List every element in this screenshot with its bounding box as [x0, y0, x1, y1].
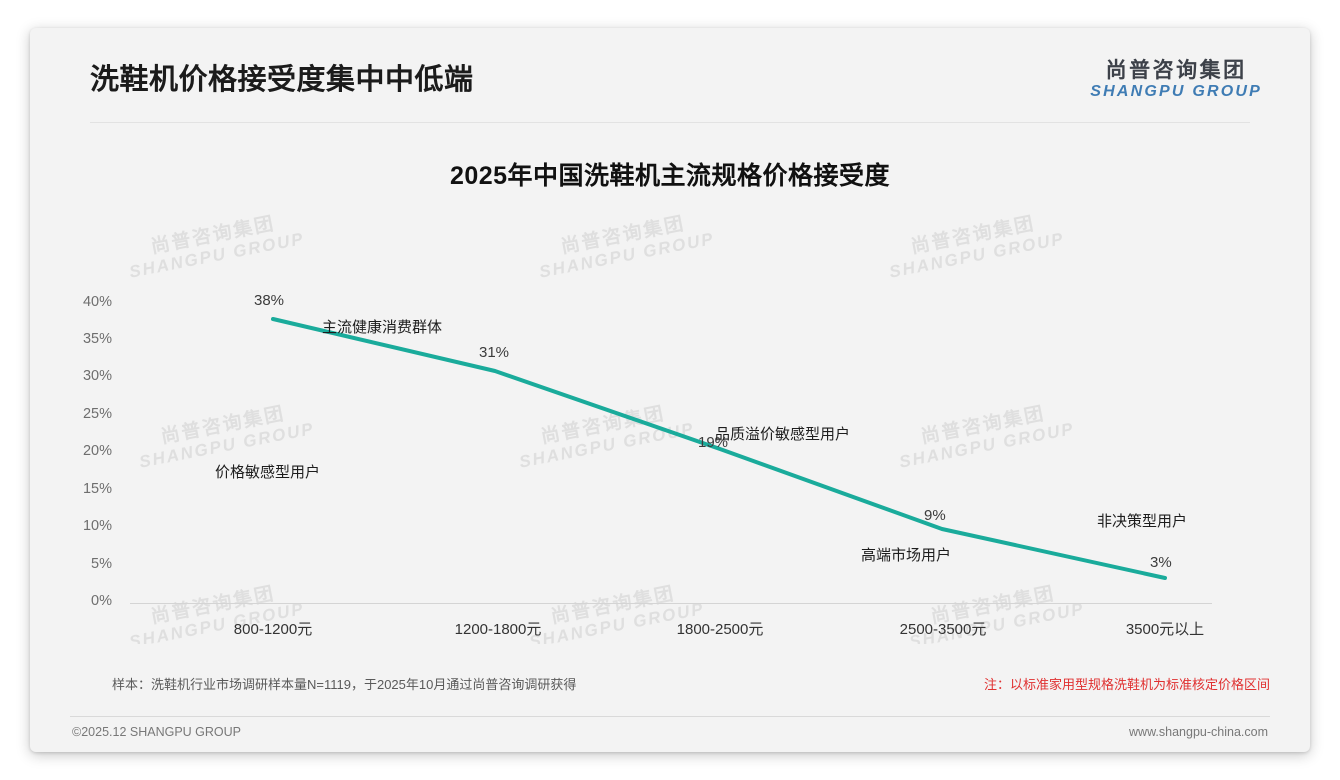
- chart-title: 2025年中国洗鞋机主流规格价格接受度: [449, 162, 891, 190]
- annotation-quality-premium: 品质溢价敏感型用户: [715, 426, 851, 443]
- y-tick-label: 40%: [82, 294, 112, 310]
- y-tick-label: 35%: [82, 331, 112, 347]
- notes-row: 样本：洗鞋机行业市场调研样本量N=1119，于2025年10月通过尚普咨询调研获…: [30, 674, 1310, 710]
- website-link[interactable]: www.shangpu-china.com: [1129, 725, 1268, 739]
- header-divider: [90, 122, 1250, 123]
- brand-logo: 尚普咨询集团 SHANGPU GROUP: [1090, 59, 1262, 101]
- data-label: 38%: [254, 292, 285, 309]
- x-tick-label: 1200-1800元: [454, 621, 542, 638]
- page-title: 洗鞋机价格接受度集中中低端: [90, 64, 474, 96]
- data-label: 31%: [479, 344, 510, 361]
- remark-note: 注：以标准家用型规格洗鞋机为标准核定价格区间: [983, 677, 1270, 692]
- x-tick-label: 1800-2500元: [676, 621, 764, 638]
- copyright-text: ©2025.12 SHANGPU GROUP: [72, 725, 241, 739]
- data-label: 3%: [1150, 554, 1172, 571]
- footer-divider: [70, 716, 1270, 717]
- annotation-high-end-market: 高端市场用户: [861, 547, 952, 564]
- y-tick-label: 0%: [91, 593, 112, 609]
- logo-text-en: SHANGPU GROUP: [1090, 83, 1262, 101]
- x-tick-label: 2500-3500元: [899, 621, 987, 638]
- annotation-non-decision: 非决策型用户: [1097, 513, 1188, 530]
- y-tick-label: 25%: [82, 406, 112, 422]
- data-label: 9%: [924, 507, 946, 524]
- slide-header: 洗鞋机价格接受度集中中低端 尚普咨询集团 SHANGPU GROUP: [30, 28, 1310, 123]
- y-tick-label: 10%: [82, 518, 112, 534]
- annotation-mainstream-health: 主流健康消费群体: [322, 319, 443, 336]
- x-tick-label: 800-1200元: [233, 621, 313, 638]
- y-tick-label: 5%: [91, 556, 112, 572]
- logo-text-cn: 尚普咨询集团: [1105, 59, 1247, 82]
- sample-note: 样本：洗鞋机行业市场调研样本量N=1119，于2025年10月通过尚普咨询调研获…: [112, 677, 577, 692]
- series-line-layer: [271, 317, 1167, 580]
- annotation-price-sensitive: 价格敏感型用户: [215, 464, 321, 481]
- y-tick-label: 15%: [82, 481, 112, 497]
- slide-footer: ©2025.12 SHANGPU GROUP www.shangpu-china…: [30, 720, 1310, 752]
- data-label: 19%: [698, 434, 729, 451]
- chart-plot-area: 尚普咨询集团 SHANGPU GROUP 尚普咨询集团 SHANGPU GROU…: [30, 204, 1310, 644]
- y-tick-label: 20%: [82, 443, 112, 459]
- x-tick-label: 3500元以上: [1125, 621, 1205, 638]
- x-axis-line: [130, 603, 1212, 604]
- slide-card: 洗鞋机价格接受度集中中低端 尚普咨询集团 SHANGPU GROUP 2025年…: [30, 28, 1310, 752]
- series-line-washer-price-acceptance: [271, 317, 1167, 580]
- y-tick-label: 30%: [82, 368, 112, 384]
